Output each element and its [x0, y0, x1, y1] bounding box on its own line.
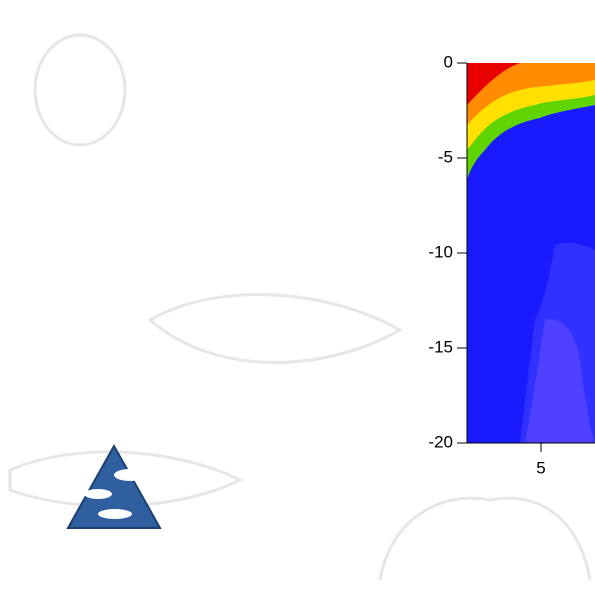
x-tick-label: 5 [536, 458, 545, 477]
y-tick-label: -20 [428, 432, 453, 451]
logo-triangle [66, 443, 162, 529]
y-tick-label: -15 [428, 337, 453, 356]
logo [66, 443, 162, 529]
fish-sketch [8, 450, 244, 508]
jellyfish-sketch [33, 33, 127, 147]
y-tick-label: -5 [438, 147, 453, 166]
y-tick-label: 0 [444, 52, 453, 71]
whale-sketch [147, 293, 404, 364]
logo-fish [84, 489, 112, 499]
contour-region [525, 319, 595, 443]
logo-fish [98, 509, 132, 519]
logo-fish [114, 469, 146, 481]
contour-region [467, 63, 595, 125]
contour-fill [467, 63, 595, 443]
shell-sketch [378, 496, 592, 581]
background-illustrations [8, 33, 592, 581]
y-tick-label: -10 [428, 242, 453, 261]
contour-region [467, 63, 520, 105]
